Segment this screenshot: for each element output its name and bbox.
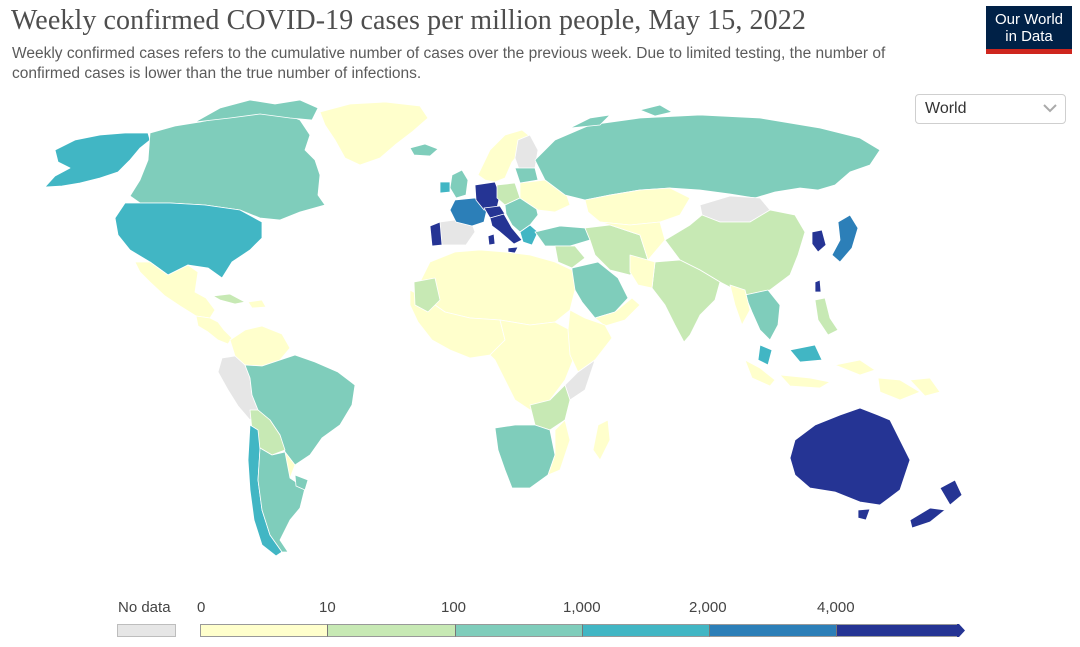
region-central-america[interactable] bbox=[195, 315, 233, 345]
owid-logo[interactable]: Our World in Data bbox=[986, 6, 1072, 54]
region-levant[interactable] bbox=[554, 245, 586, 269]
legend-no-data-label: No data bbox=[118, 599, 171, 616]
legend-bin-1 bbox=[328, 624, 456, 637]
region-russia[interactable] bbox=[534, 114, 881, 201]
legend-bin-3 bbox=[583, 624, 710, 637]
region-turkey[interactable] bbox=[534, 225, 591, 247]
region-kazakhstan[interactable] bbox=[584, 187, 691, 226]
region-somalia[interactable] bbox=[564, 359, 596, 401]
region-central-asia[interactable] bbox=[599, 221, 666, 261]
region-greece[interactable] bbox=[519, 224, 539, 246]
region-finland[interactable] bbox=[514, 134, 539, 173]
region-southern-africa[interactable] bbox=[494, 424, 556, 489]
chart-title: Weekly confirmed COVID-19 cases per mill… bbox=[11, 5, 806, 36]
logo-line-1: Our World bbox=[994, 11, 1064, 28]
region-indonesia[interactable] bbox=[744, 359, 921, 401]
legend-tick-0: 0 bbox=[197, 599, 206, 616]
region-philippines[interactable] bbox=[814, 297, 839, 336]
region-tasmania[interactable] bbox=[857, 508, 871, 521]
color-legend: No data 0 10 100 1,000 2,000 4,000 bbox=[0, 596, 1080, 646]
region-mauritania[interactable] bbox=[413, 277, 441, 313]
region-arctic-islands[interactable] bbox=[194, 99, 319, 123]
world-map bbox=[44, 99, 963, 557]
region-select[interactable]: World bbox=[915, 94, 1066, 124]
region-japan[interactable] bbox=[831, 214, 859, 263]
region-madagascar[interactable] bbox=[592, 419, 611, 461]
region-malaysia[interactable] bbox=[757, 344, 823, 366]
region-korea[interactable] bbox=[811, 229, 827, 253]
legend-tick-1: 10 bbox=[319, 599, 336, 616]
region-alaska[interactable] bbox=[44, 132, 151, 188]
region-hispaniola[interactable] bbox=[247, 299, 267, 309]
region-new-zealand[interactable] bbox=[909, 479, 963, 529]
region-argentina[interactable] bbox=[257, 447, 306, 553]
region-uruguay[interactable] bbox=[294, 474, 309, 491]
region-png[interactable] bbox=[909, 377, 941, 397]
region-russia-islands[interactable] bbox=[569, 104, 673, 129]
legend-bin-0 bbox=[200, 624, 328, 637]
region-baltics[interactable] bbox=[514, 167, 539, 184]
region-portugal[interactable] bbox=[429, 221, 443, 247]
region-india[interactable] bbox=[651, 259, 721, 343]
chart-subtitle: Weekly confirmed cases refers to the cum… bbox=[12, 45, 886, 82]
region-greenland[interactable] bbox=[319, 101, 429, 166]
region-mexico[interactable] bbox=[134, 261, 216, 319]
region-cuba[interactable] bbox=[212, 293, 246, 305]
legend-bin-4 bbox=[710, 624, 837, 637]
legend-tick-5: 4,000 bbox=[817, 599, 855, 616]
legend-no-data-swatch bbox=[117, 624, 176, 637]
region-australia[interactable] bbox=[789, 407, 911, 506]
region-iceland[interactable] bbox=[409, 143, 439, 157]
region-usa[interactable] bbox=[114, 202, 263, 279]
legend-tick-3: 1,000 bbox=[563, 599, 601, 616]
region-taiwan[interactable] bbox=[814, 279, 822, 293]
legend-arrow-icon bbox=[957, 624, 965, 637]
legend-bin-2 bbox=[456, 624, 583, 637]
logo-line-2: in Data bbox=[1005, 28, 1053, 45]
chevron-down-icon bbox=[1043, 104, 1057, 113]
region-ireland[interactable] bbox=[439, 181, 451, 194]
region-pakistan[interactable] bbox=[629, 254, 656, 289]
region-uk[interactable] bbox=[449, 169, 469, 199]
region-mozambique[interactable] bbox=[547, 419, 571, 476]
legend-tick-4: 2,000 bbox=[689, 599, 727, 616]
region-indochina[interactable] bbox=[744, 289, 781, 341]
legend-bin-5 bbox=[837, 624, 958, 637]
region-select-value: World bbox=[925, 100, 967, 117]
region-italy[interactable] bbox=[489, 213, 523, 245]
region-myanmar[interactable] bbox=[729, 284, 751, 326]
legend-tick-2: 100 bbox=[441, 599, 467, 616]
